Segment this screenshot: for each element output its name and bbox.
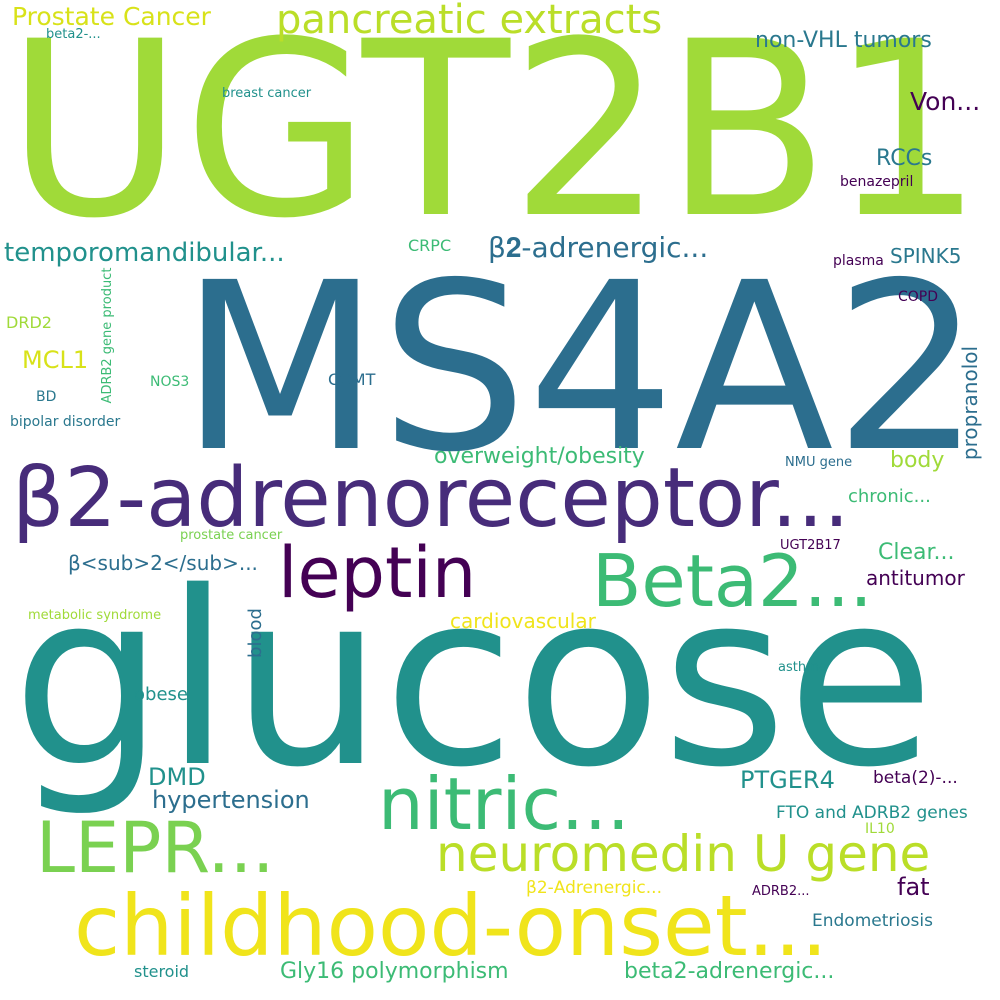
word-breast-cancer: breast cancer — [222, 86, 312, 101]
word-antitumor: antitumor — [866, 566, 965, 590]
word-rccs: RCCs — [876, 146, 933, 171]
word-plasma: plasma — [833, 253, 884, 269]
word-beta-bold-adrenergic: β𝟐-adrenergic... — [488, 231, 709, 264]
word-adrb2-ellipsis: ADRB2... — [752, 884, 810, 899]
word-beta-sub-2: β<sub>2</sub>... — [68, 551, 258, 575]
word-fto-and-adrb2-genes: FTO and ADRB2 genes — [776, 803, 968, 823]
word-asthma: asthma — [778, 660, 827, 675]
word-endometriosis: Endometriosis — [812, 911, 933, 931]
word-gly16-polymorphism: Gly16 polymorphism — [280, 959, 509, 984]
word-comt: COMT — [328, 370, 376, 389]
word-body: body — [890, 448, 945, 473]
word-beta2-adrenergic-cap: β2-Adrenergic... — [526, 878, 662, 898]
word-dmd: DMD — [148, 763, 206, 791]
word-bd: BD — [36, 389, 57, 405]
word-fat: fat — [897, 873, 930, 901]
word-beta2-adrenoreceptor: β2-adrenoreceptor... — [12, 451, 850, 546]
word-nmu-gene: NMU gene — [785, 455, 853, 470]
word-drd2: DRD2 — [6, 313, 52, 332]
word-steroid: steroid — [134, 962, 190, 981]
word-bipolar-disorder: bipolar disorder — [10, 414, 121, 430]
word-leptin: leptin — [278, 532, 477, 614]
word-ugt2b15: UGT2B15 — [6, 0, 1000, 272]
word-neuromedin-u-gene: neuromedin U gene — [436, 825, 931, 883]
word-benazepril: benazepril — [840, 174, 914, 190]
word-beta2-ellipsis: Beta2... — [592, 539, 873, 623]
word-ptger4: PTGER4 — [740, 766, 835, 794]
word-nos3: NOS3 — [150, 374, 190, 390]
word-overweight-obesity: overweight/obesity — [434, 444, 645, 469]
word-prostate-cancer-title: Prostate Cancer — [12, 2, 211, 31]
word-non-vhl-tumors: non-VHL tumors — [755, 28, 932, 53]
word-nitric: nitric... — [378, 762, 630, 846]
word-ms4a2: MS4A2 — [180, 233, 982, 503]
word-cardiovascular: cardiovascular — [450, 609, 596, 633]
word-hypertension: hypertension — [152, 786, 310, 814]
word-beta2-adrenergic-lower: beta2-adrenergic... — [624, 959, 835, 984]
word-temporomandibular: temporomandibular... — [4, 238, 285, 268]
word-adrb2-gene-product: ADRB2 gene product — [100, 267, 115, 404]
word-chronic: chronic... — [848, 486, 931, 507]
word-clear: Clear... — [878, 540, 955, 565]
word-pancreatic-extracts: pancreatic extracts — [276, 0, 663, 43]
word-il10: IL10 — [865, 821, 895, 837]
word-mcl1: MCL1 — [22, 346, 89, 374]
word-ugt2b17: UGT2B17 — [780, 538, 841, 553]
word-prostate-cancer-lower: prostate cancer — [180, 528, 283, 543]
word-blood: blood — [245, 608, 266, 658]
word-lepr: LEPR... — [36, 807, 275, 889]
word-von: Von... — [910, 87, 981, 116]
word-obese: obese — [134, 684, 188, 705]
word-childhood-onset: childhood-onset... — [74, 877, 828, 975]
word-propranolol: propranolol — [958, 345, 982, 461]
word-crpc: CRPC — [408, 236, 452, 255]
word-beta-paren-2: beta(2)-... — [873, 768, 958, 788]
word-copd: COPD — [898, 289, 939, 305]
word-glucose: glucose — [12, 540, 935, 820]
word-metabolic-syndrome: metabolic syndrome — [28, 608, 162, 623]
word-spink5: SPINK5 — [890, 244, 962, 268]
word-beta2-short: beta2-... — [46, 27, 101, 42]
